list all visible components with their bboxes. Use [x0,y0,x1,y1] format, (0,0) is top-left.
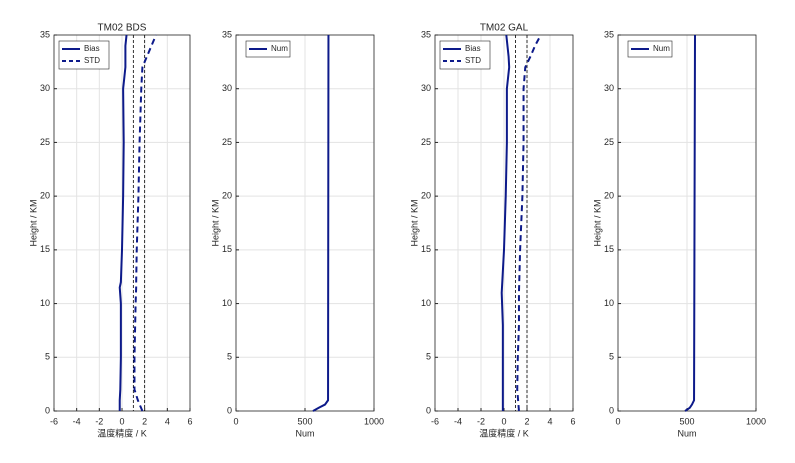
legend-label: STD [465,56,481,65]
data-line [133,34,157,412]
y-tick-label: 25 [604,137,614,147]
y-tick-label: 0 [227,405,232,415]
legend-label: Num [653,44,670,53]
x-tick-label: 0 [233,416,238,426]
y-tick-label: 20 [40,191,50,201]
x-tick-label: 4 [547,416,552,426]
x-axis-label: 温度精度 / K [479,427,529,438]
y-tick-label: 35 [604,29,614,39]
data-line [684,34,696,412]
x-tick-label: 500 [297,416,312,426]
y-tick-label: 10 [421,298,431,308]
x-tick-label: 6 [187,416,192,426]
x-tick-label: 500 [679,416,694,426]
legend-label: STD [84,56,100,65]
x-tick-label: -4 [73,416,81,426]
y-tick-label: 0 [45,405,50,415]
x-tick-label: 0 [501,416,506,426]
chart-title: TM02 GAL [480,23,529,34]
y-tick-label: 15 [421,244,431,254]
y-tick-label: 35 [40,29,50,39]
y-tick-label: 30 [40,83,50,93]
y-tick-label: 20 [421,191,431,201]
data-line [118,34,128,411]
y-tick-label: 35 [222,29,232,39]
y-tick-label: 35 [421,29,431,39]
x-tick-label: -6 [431,416,439,426]
y-tick-label: 0 [426,405,431,415]
y-tick-label: 20 [222,191,232,201]
y-tick-label: 5 [227,352,232,362]
y-tick-label: 25 [40,137,50,147]
y-tick-label: 15 [40,244,50,254]
data-line [516,34,542,412]
x-tick-label: 0 [615,416,620,426]
legend-box [627,40,673,58]
x-tick-label: 6 [570,416,575,426]
x-tick-label: -2 [95,416,103,426]
legend-box [245,40,291,58]
legend-box [439,40,491,70]
y-tick-label: 25 [421,137,431,147]
y-tick-label: 5 [45,352,50,362]
y-axis-label: Height / KM [592,199,602,246]
y-tick-label: 25 [222,137,232,147]
x-tick-label: -2 [477,416,485,426]
legend-label: Bias [465,44,481,53]
y-tick-label: 30 [421,83,431,93]
x-tick-label: 2 [142,416,147,426]
chart-title: TM02 BDS [98,23,147,34]
x-tick-label: 4 [165,416,170,426]
y-tick-label: 30 [222,83,232,93]
y-axis-label: Height / KM [409,199,419,246]
y-tick-label: 10 [40,298,50,308]
x-axis-label: 温度精度 / K [97,427,147,438]
y-tick-label: 0 [609,405,614,415]
y-tick-label: 20 [604,191,614,201]
y-axis-label: Height / KM [28,199,38,246]
y-tick-label: 10 [222,298,232,308]
y-tick-label: 5 [426,352,431,362]
y-tick-label: 30 [604,83,614,93]
y-tick-label: 5 [609,352,614,362]
y-tick-label: 15 [604,244,614,254]
x-tick-label: 1000 [364,416,384,426]
x-tick-label: 2 [524,416,529,426]
y-tick-label: 10 [604,298,614,308]
x-tick-label: -6 [50,416,58,426]
legend-label: Bias [84,44,100,53]
x-tick-label: 0 [119,416,124,426]
data-line [500,34,511,411]
x-axis-label: Num [295,428,314,438]
y-axis-label: Height / KM [210,199,220,246]
x-tick-label: -4 [454,416,462,426]
legend-box [58,40,110,70]
x-axis-label: Num [677,428,696,438]
legend-label: Num [271,44,288,53]
data-line [312,34,330,412]
y-tick-label: 15 [222,244,232,254]
x-tick-label: 1000 [746,416,766,426]
